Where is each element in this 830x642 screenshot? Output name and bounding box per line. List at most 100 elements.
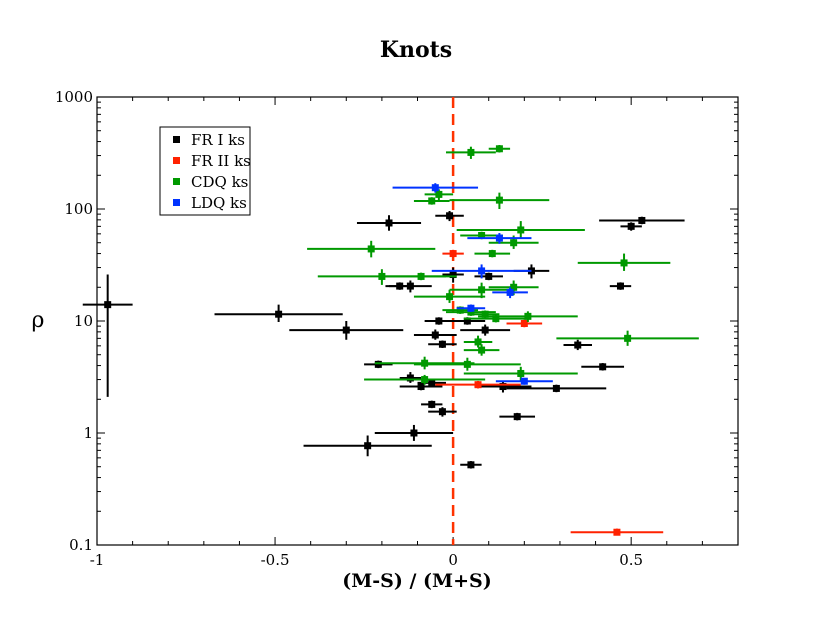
point-marker (478, 231, 486, 239)
x-tick-label: -0.5 (261, 551, 290, 569)
y-tick-label: 1 (83, 424, 93, 442)
data-point (431, 264, 532, 279)
data-point (467, 233, 532, 244)
point-marker (435, 317, 443, 325)
data-point (474, 381, 532, 393)
data-point (424, 317, 454, 325)
data-point (82, 274, 133, 397)
data-point (421, 400, 443, 409)
point-marker (417, 272, 425, 280)
chart-title: Knots (380, 37, 452, 63)
point-marker (467, 308, 475, 316)
data-point (506, 384, 607, 393)
point-marker (499, 383, 507, 391)
y-tick-label: 1000 (55, 88, 93, 106)
legend: FR I ks FR II ks CDQ ks LDQ ks (159, 126, 251, 216)
data-point (449, 192, 550, 209)
point-marker (478, 286, 486, 294)
data-point (599, 216, 685, 225)
x-tick-label: 0 (448, 551, 458, 569)
data-point (474, 272, 503, 281)
data-point (289, 321, 404, 340)
x-axis-label: (M-S) / (M+S) (342, 570, 491, 592)
y-tick-label: 100 (64, 200, 93, 218)
point-marker (524, 312, 532, 320)
data-point (413, 197, 450, 205)
point-marker (481, 310, 489, 318)
point-marker (520, 377, 528, 385)
point-marker (552, 384, 560, 392)
point-marker (574, 341, 582, 349)
point-marker (513, 413, 521, 421)
point-marker (506, 288, 514, 296)
data-point (307, 240, 436, 258)
legend-swatch (173, 199, 180, 206)
data-point (356, 215, 422, 231)
point-marker (417, 383, 425, 391)
data-point (460, 324, 511, 336)
point-marker (435, 190, 443, 198)
point-marker (478, 267, 486, 275)
data-point (492, 287, 528, 299)
legend-label: FR II ks (191, 152, 251, 170)
data-point (506, 319, 543, 328)
point-marker (485, 272, 493, 280)
point-marker (446, 212, 454, 220)
point-marker (342, 326, 350, 334)
legend-label: LDQ ks (191, 194, 247, 212)
point-marker (446, 293, 454, 301)
point-marker (421, 359, 429, 367)
point-marker (385, 219, 393, 227)
data-point (303, 435, 432, 457)
point-marker (456, 306, 464, 314)
data-point (556, 330, 699, 346)
point-marker (478, 346, 486, 354)
point-marker (374, 360, 382, 368)
data-point (399, 372, 422, 383)
data-point (570, 528, 664, 536)
data-point (563, 339, 592, 351)
data-point (428, 340, 457, 348)
point-marker (474, 381, 482, 389)
legend-swatch (173, 157, 180, 164)
point-marker (406, 282, 414, 290)
data-point (442, 249, 464, 258)
data-point (577, 253, 671, 271)
point-marker (627, 222, 635, 230)
point-marker (438, 408, 446, 416)
point-marker (492, 315, 500, 323)
data-point (214, 304, 343, 322)
data-point (385, 272, 457, 281)
point-marker (431, 184, 439, 192)
x-tick-label: -1 (90, 551, 105, 569)
data-point (428, 407, 457, 417)
point-marker (467, 461, 475, 469)
point-marker (449, 271, 457, 279)
y-axis-label: ρ (32, 308, 45, 333)
point-marker (474, 338, 482, 346)
point-marker (510, 239, 518, 247)
point-marker (620, 259, 628, 267)
y-tick-label: 0.1 (69, 536, 93, 554)
point-marker (599, 363, 607, 371)
point-marker (428, 400, 436, 408)
data-point (435, 210, 464, 222)
data-point (435, 380, 521, 389)
data-point (364, 360, 393, 369)
data-point (460, 461, 482, 469)
point-marker (438, 340, 446, 348)
point-marker (431, 331, 439, 339)
data-point (374, 424, 454, 441)
point-marker (467, 304, 475, 312)
series-group (435, 249, 664, 536)
data-point (581, 363, 625, 371)
data-point (399, 382, 443, 391)
data-point (474, 249, 511, 258)
data-point (499, 412, 536, 421)
point-marker (616, 282, 624, 290)
data-points (82, 145, 699, 536)
data-point (456, 304, 486, 312)
point-marker (367, 245, 375, 253)
data-point (374, 356, 475, 370)
